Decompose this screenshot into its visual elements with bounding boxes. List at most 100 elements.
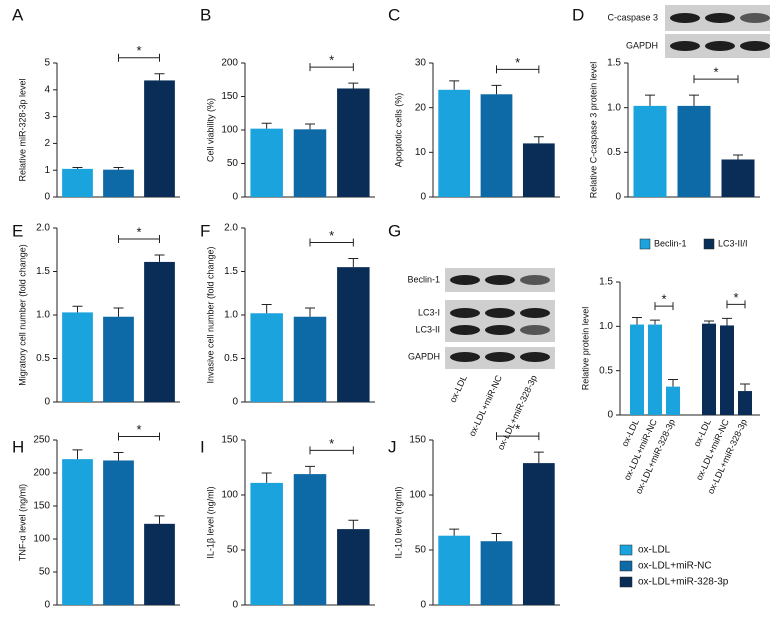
significance-bracket <box>309 446 354 455</box>
y-tick-label: 1.5 <box>224 266 238 277</box>
blot-band <box>485 352 515 362</box>
blot-band <box>485 325 515 335</box>
y-tick-label: 0 <box>44 192 50 203</box>
bar <box>250 482 283 605</box>
y-tick-label: 0 <box>232 600 238 611</box>
bar <box>103 169 134 197</box>
y-axis-label: Migratory cell number (fold change) <box>17 244 27 386</box>
error-bar <box>305 307 315 317</box>
blot-band <box>485 275 515 285</box>
significance-label: * <box>713 65 718 80</box>
bar <box>438 535 471 605</box>
y-axis-label: Apoptotic cells (%) <box>393 93 403 168</box>
error-bar <box>689 94 699 106</box>
blot-band <box>520 308 550 318</box>
significance-label: * <box>136 43 141 58</box>
bar <box>480 94 513 197</box>
y-tick-label: 0.5 <box>607 147 621 158</box>
blot-band <box>670 13 700 23</box>
y-axis-label: Relative miR-328-3p level <box>17 78 27 181</box>
y-tick-label: 50 <box>415 545 427 556</box>
y-tick-label: 4 <box>44 84 50 95</box>
panel-label: E <box>12 221 23 240</box>
y-tick-label: 0 <box>607 410 613 421</box>
blot-label: GAPDH <box>626 40 658 50</box>
bar <box>250 128 283 197</box>
y-tick-label: 250 <box>33 435 50 446</box>
blot-band <box>705 41 735 51</box>
panel-label: H <box>12 437 24 456</box>
significance-label: * <box>136 224 141 239</box>
error-bar <box>491 533 502 542</box>
y-tick-label: 10 <box>415 147 427 158</box>
significance-bracket <box>309 238 354 247</box>
bar <box>702 323 716 415</box>
y-tick-label: 1.0 <box>36 310 50 321</box>
bar <box>337 88 370 197</box>
significance-label: * <box>515 422 520 437</box>
significance-label: * <box>733 290 738 305</box>
blot-band <box>740 13 770 23</box>
bar <box>633 105 667 197</box>
legend-swatch <box>619 560 633 572</box>
y-tick-label: 0 <box>420 192 426 203</box>
legend-swatch <box>619 576 633 588</box>
y-axis-label: IL-1β level (ng/ml) <box>205 486 215 558</box>
legend-label: ox-LDL+miR-NC <box>638 561 712 572</box>
y-tick-label: 0 <box>232 397 238 408</box>
y-tick-label: 2 <box>44 138 50 149</box>
significance-bracket <box>118 53 160 62</box>
bar <box>677 105 711 197</box>
bar <box>738 391 752 415</box>
blot-band <box>740 41 770 51</box>
blot-band <box>670 41 700 51</box>
error-bar <box>668 379 678 387</box>
bar <box>337 529 370 605</box>
bar <box>648 324 662 415</box>
bar <box>720 325 734 415</box>
bar <box>522 143 555 197</box>
error-bar <box>704 320 714 324</box>
y-tick-label: 1.0 <box>224 310 238 321</box>
y-tick-label: 200 <box>33 468 50 479</box>
y-tick-label: 1.5 <box>36 266 50 277</box>
error-bar <box>533 451 544 464</box>
y-tick-label: 0 <box>615 192 621 203</box>
significance-bracket <box>654 302 674 311</box>
blot-lane-label: ox-LDL+miR-328-3p <box>496 374 539 452</box>
error-bar <box>113 307 124 317</box>
blot-label: LC3-II <box>415 324 440 334</box>
error-bar <box>113 167 124 170</box>
y-tick-label: 50 <box>39 567 51 578</box>
error-bar <box>348 519 359 530</box>
significance-bracket <box>726 300 746 309</box>
legend-label: Beclin-1 <box>654 238 687 248</box>
y-tick-label: 100 <box>409 490 426 501</box>
significance-bracket <box>496 432 540 441</box>
y-axis-label: Relative protein level <box>580 307 590 391</box>
legend-label: ox-LDL <box>638 545 671 556</box>
blot-band <box>520 275 550 285</box>
legend-swatch <box>619 544 633 556</box>
y-tick-label: 150 <box>221 91 238 102</box>
y-tick-label: 0 <box>44 397 50 408</box>
y-tick-label: 100 <box>221 125 238 136</box>
bar <box>250 313 283 402</box>
bar <box>630 324 644 415</box>
y-tick-label: 0 <box>420 600 426 611</box>
blot-label: Beclin-1 <box>407 274 440 284</box>
y-tick-label: 1 <box>44 165 50 176</box>
significance-bracket <box>496 65 540 74</box>
bar <box>293 129 327 197</box>
y-tick-label: 0.5 <box>599 365 613 376</box>
blot-background <box>445 300 555 342</box>
panel-label: F <box>200 221 210 240</box>
y-tick-label: 3 <box>44 111 50 122</box>
error-bar <box>733 154 743 160</box>
legend-label: ox-LDL+miR-328-3p <box>638 577 729 588</box>
blot-band <box>450 352 480 362</box>
y-tick-label: 0.5 <box>224 353 238 364</box>
y-tick-label: 50 <box>227 158 239 169</box>
blot-band <box>520 325 550 335</box>
